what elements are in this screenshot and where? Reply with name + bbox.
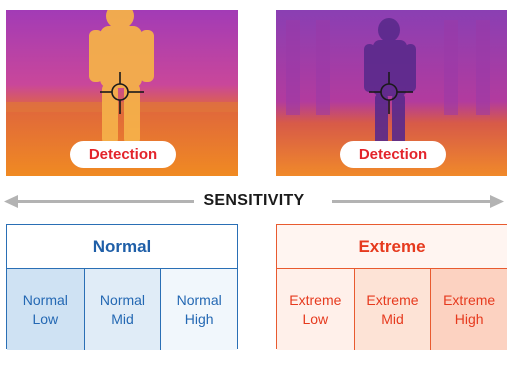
level-value: Low bbox=[32, 310, 59, 327]
sensitivity-label: SENSITIVITY bbox=[203, 192, 305, 209]
level-normal-low: Normal Low bbox=[7, 269, 84, 350]
extreme-mode-title: Extreme bbox=[277, 225, 507, 269]
level-name: Normal bbox=[99, 291, 146, 308]
crosshair-icon bbox=[369, 72, 413, 114]
level-value: Low bbox=[302, 310, 329, 327]
level-name: Extreme bbox=[443, 291, 496, 308]
double-arrow-icon bbox=[4, 195, 504, 208]
level-normal-mid: Normal Mid bbox=[83, 269, 161, 350]
crosshair-icon bbox=[100, 72, 144, 114]
level-name: Extreme bbox=[366, 291, 419, 308]
level-name: Normal bbox=[176, 291, 222, 308]
normal-sensitivity-table: Normal Normal Low Normal Mid Normal High bbox=[6, 224, 238, 350]
level-name: Normal bbox=[22, 291, 68, 308]
level-normal-high: Normal High bbox=[160, 269, 237, 350]
level-value: High bbox=[184, 310, 214, 327]
level-extreme-high: Extreme High bbox=[430, 269, 507, 350]
level-name: Extreme bbox=[289, 291, 342, 308]
level-extreme-mid: Extreme Mid bbox=[353, 269, 431, 350]
level-value: Mid bbox=[381, 310, 404, 327]
sensitivity-scale: SENSITIVITY bbox=[4, 190, 504, 214]
normal-mode-title: Normal bbox=[7, 225, 237, 269]
level-extreme-low: Extreme Low bbox=[277, 269, 354, 350]
detection-badge: Detection bbox=[340, 141, 446, 168]
level-value: Mid bbox=[111, 310, 134, 327]
level-value: High bbox=[454, 310, 484, 327]
extreme-sensitivity-table: Extreme Extreme Low Extreme Mid Extreme … bbox=[276, 224, 507, 350]
detection-badge: Detection bbox=[70, 141, 176, 168]
